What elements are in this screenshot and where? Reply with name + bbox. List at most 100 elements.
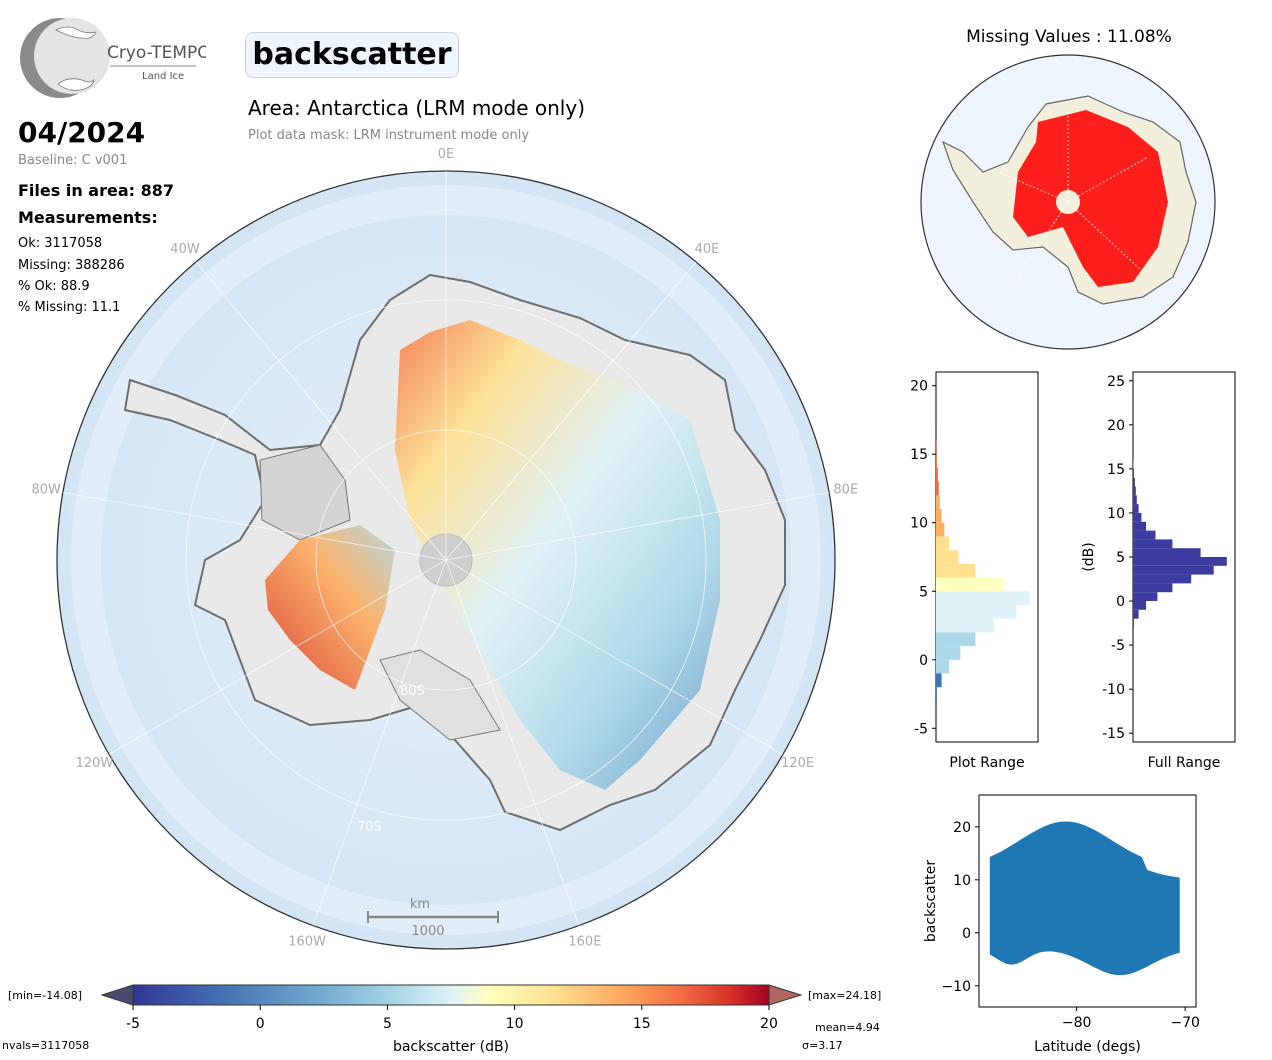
lon-label: 0E <box>438 147 455 162</box>
hist-tick-label: 15 <box>1107 462 1125 478</box>
hist-tick-label: 5 <box>919 584 928 600</box>
scatter-ytick-label: −10 <box>941 979 971 995</box>
scatter-ytick-label: 20 <box>953 820 971 836</box>
colorbar-max-extend <box>768 984 803 1006</box>
missing-values-title: Missing Values : 11.08% <box>966 27 1172 47</box>
scatter-latitude-backscatter: −80 −70 −10 0 10 20 Latitude (degs) backscatter <box>923 794 1200 1055</box>
colorbar-tick-label: 5 <box>383 1016 392 1032</box>
hist-bar <box>936 454 937 468</box>
hist-bar <box>1133 609 1139 619</box>
hist-bar <box>936 481 939 496</box>
hist-tick-label: 20 <box>1107 418 1125 434</box>
hist-bar <box>936 495 940 509</box>
lon-label: 160W <box>288 935 326 950</box>
histogram-plot-range: -5 0 5 10 15 20 Plot Range <box>910 371 1039 771</box>
scale-bar: km 1000 <box>367 897 499 939</box>
main-map: 0E 40E 80E 120E 160E 160W 120W 80W 40W 80S 70S k… <box>31 147 858 950</box>
hist-bar <box>936 563 976 578</box>
scale-unit: km <box>410 897 430 912</box>
hist-bar <box>1133 548 1201 557</box>
hist-bar <box>936 550 959 564</box>
lon-label: 40W <box>170 242 200 257</box>
hist-tick-label: 5 <box>1116 550 1125 566</box>
nvals-label: nvals=3117058 <box>2 1039 89 1052</box>
hist-ylabel: (dB) <box>1081 542 1097 571</box>
hist-bar <box>1133 618 1134 628</box>
sigma-label: σ=3.17 <box>802 1039 843 1052</box>
hist-bar <box>936 509 942 523</box>
mean-label: mean=4.94 <box>815 1021 880 1034</box>
missing-count: Missing: 388286 <box>18 258 125 273</box>
hist-bar <box>1133 539 1173 549</box>
colorbar: -5 0 5 10 15 20 [min=-14.08] [max=24.18] back… <box>2 984 881 1055</box>
mask-note: Plot data mask: LRM instrument mode only <box>248 128 530 143</box>
area-title: Area: Antarctica (LRM mode only) <box>248 96 586 120</box>
hist-bar <box>936 659 950 674</box>
hist-bar <box>1133 521 1147 531</box>
colorbar-tick-label: -5 <box>126 1016 140 1032</box>
hist-bar <box>936 577 1004 592</box>
hist-bar <box>936 522 945 537</box>
hist-tick-label: -15 <box>1102 726 1125 742</box>
hist-xlabel: Full Range <box>1148 755 1221 771</box>
cryotempo-logo: Cryo-TEMPO Land Ice <box>20 18 206 98</box>
logo-text: Cryo-TEMPO <box>107 43 206 63</box>
date-label: 04/2024 <box>18 116 146 149</box>
hist-bar <box>1133 530 1156 540</box>
hist-tick-label: 20 <box>910 379 928 395</box>
ok-count: Ok: 3117058 <box>18 236 103 251</box>
hist-bar <box>1133 565 1214 575</box>
scatter-ytick-label: 0 <box>962 926 971 942</box>
hist-bar <box>936 440 937 455</box>
baseline-label: Baseline: C v001 <box>18 153 128 168</box>
hist-bar <box>936 673 942 688</box>
hist-xlabel: Plot Range <box>949 755 1024 771</box>
scatter-frame <box>978 794 1197 1008</box>
hist-bar <box>936 467 938 482</box>
lon-label: 40E <box>695 242 720 257</box>
hist-bar <box>936 536 950 551</box>
hist-bar <box>936 618 995 633</box>
hist-tick-label: 0 <box>1116 594 1125 610</box>
hist-bar <box>1133 477 1135 487</box>
scatter-xtick-label: −80 <box>1062 1015 1092 1031</box>
hist-bar <box>1133 460 1134 469</box>
colorbar-tick-label: 0 <box>256 1016 265 1032</box>
colorbar-ticks: -5 0 5 10 15 20 <box>126 1005 778 1032</box>
missing-data-region <box>1013 110 1168 287</box>
hist-tick-label: -5 <box>914 721 928 737</box>
hist-bar <box>936 687 937 701</box>
colorbar-tick-label: 10 <box>506 1016 524 1032</box>
hist-tick-label: -10 <box>1102 682 1125 698</box>
hist-tick-label: 10 <box>910 516 928 532</box>
lon-label: 80E <box>833 483 858 498</box>
hist-bar <box>1133 486 1136 496</box>
scatter-points <box>989 821 1180 976</box>
lon-label: 80W <box>31 483 61 498</box>
hist-bar <box>1133 557 1227 566</box>
colorbar-tick-label: 15 <box>633 1016 651 1032</box>
missing-values-map <box>920 54 1216 350</box>
colorbar-gradient <box>132 984 770 1006</box>
colorbar-min-label: [min=-14.08] <box>8 989 82 1002</box>
hist-bar <box>1133 583 1173 593</box>
colorbar-tick-label: 20 <box>760 1016 778 1032</box>
files-count: Files in area: 887 <box>18 181 174 200</box>
colorbar-min-extend <box>100 984 134 1006</box>
lat-label: 80S <box>400 684 425 699</box>
scale-value: 1000 <box>411 924 444 939</box>
hist-tick-label: -5 <box>1111 638 1125 654</box>
hist-tick-label: 15 <box>910 447 928 463</box>
hist-tick-label: 10 <box>1107 506 1125 522</box>
map-graticule <box>62 171 830 926</box>
measurements-heading: Measurements: <box>18 208 158 227</box>
hist-tick-label: 0 <box>919 653 928 669</box>
pct-ok: % Ok: 88.9 <box>18 279 90 294</box>
lon-labels: 0E 40E 80E 120E 160E 160W 120W 80W 40W <box>31 147 858 950</box>
scatter-ylabel: backscatter <box>923 860 939 942</box>
hist-bar <box>1133 468 1134 478</box>
hist-tick-label: 25 <box>1107 374 1125 390</box>
lon-label: 160E <box>568 935 601 950</box>
hist-bar <box>936 646 961 660</box>
lat-label: 70S <box>357 820 382 835</box>
